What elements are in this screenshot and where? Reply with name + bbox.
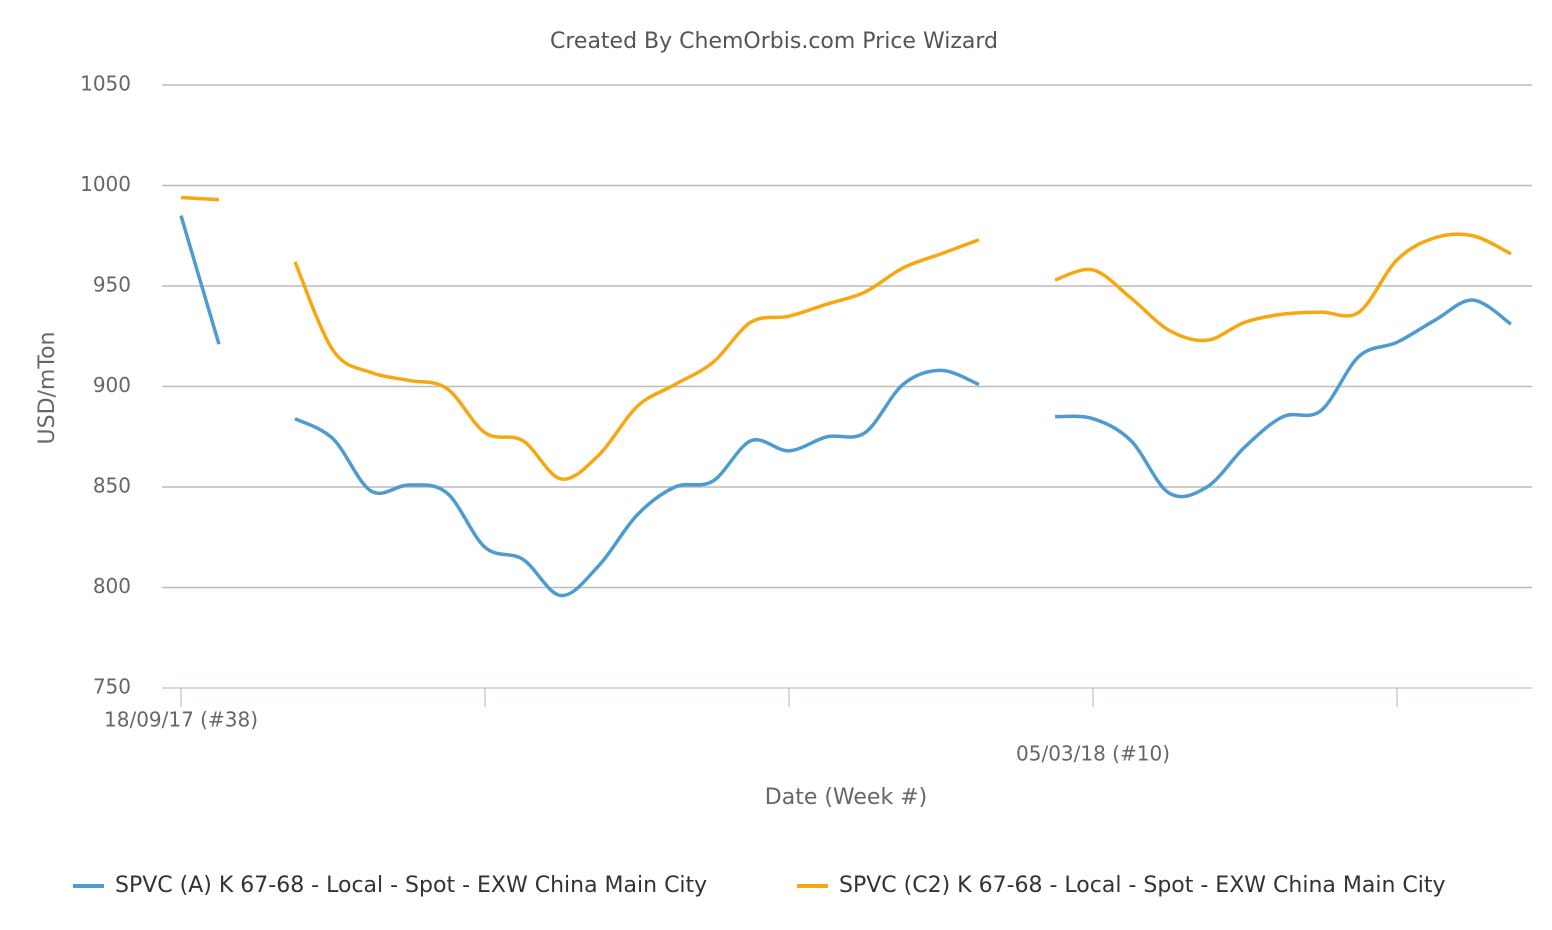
series-line <box>1054 298 1513 499</box>
series-line <box>293 238 980 481</box>
y-tick-label: 900 <box>93 373 131 397</box>
y-tick-label: 1050 <box>80 72 131 96</box>
y-axis-title: USD/mTon <box>35 332 60 445</box>
series-line <box>179 215 221 345</box>
chart-title: Created By ChemOrbis.com Price Wizard <box>550 29 998 54</box>
y-tick-label: 800 <box>93 574 131 598</box>
x-tick-label: 18/09/17 (#38) <box>104 708 258 732</box>
series-line <box>180 195 220 202</box>
y-tick-label: 750 <box>93 675 131 699</box>
x-axis-title: Date (Week #) <box>765 785 927 810</box>
y-tick-label: 850 <box>93 474 131 498</box>
y-tick-label: 950 <box>93 273 131 297</box>
x-tick-label: 05/03/18 (#10) <box>1016 742 1170 766</box>
legend-label: SPVC (C2) K 67-68 - Local - Spot - EXW C… <box>839 873 1446 898</box>
series-line <box>294 368 980 598</box>
series-line <box>1054 232 1512 343</box>
legend-label: SPVC (A) K 67-68 - Local - Spot - EXW Ch… <box>115 873 707 898</box>
y-tick-label: 1000 <box>80 172 131 196</box>
